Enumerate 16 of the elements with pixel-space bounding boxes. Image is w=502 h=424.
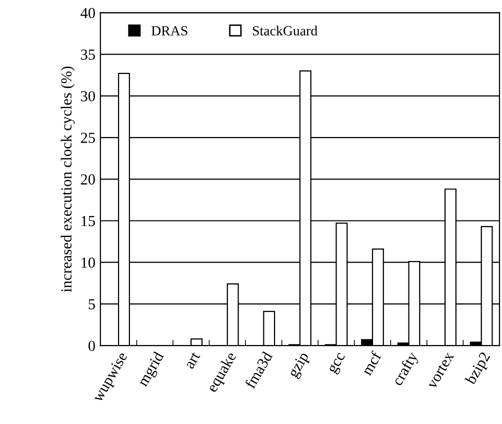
x-tick-label: mcf xyxy=(360,350,382,376)
y-tick-label: 30 xyxy=(80,91,95,102)
y-tick-label: 20 xyxy=(80,174,95,185)
y-tick-label: 0 xyxy=(88,340,95,352)
x-tick-label: art xyxy=(185,352,200,370)
y-tick-label: 5 xyxy=(88,299,95,310)
y-tick-label: 35 xyxy=(80,50,95,60)
x-tick-label: gcc xyxy=(328,352,348,376)
y-tick-label: 25 xyxy=(80,132,95,143)
y-tick-label: 15 xyxy=(82,216,95,226)
y-tick-label: 40 xyxy=(80,8,95,18)
y-tick-label: 10 xyxy=(82,257,95,268)
x-tick-label: gzip xyxy=(288,351,312,380)
legend-label: DRAS xyxy=(151,26,188,36)
legend-label: StackGuard xyxy=(252,26,318,36)
y-axis-title: increased execution clock cycles (%) xyxy=(60,66,75,292)
